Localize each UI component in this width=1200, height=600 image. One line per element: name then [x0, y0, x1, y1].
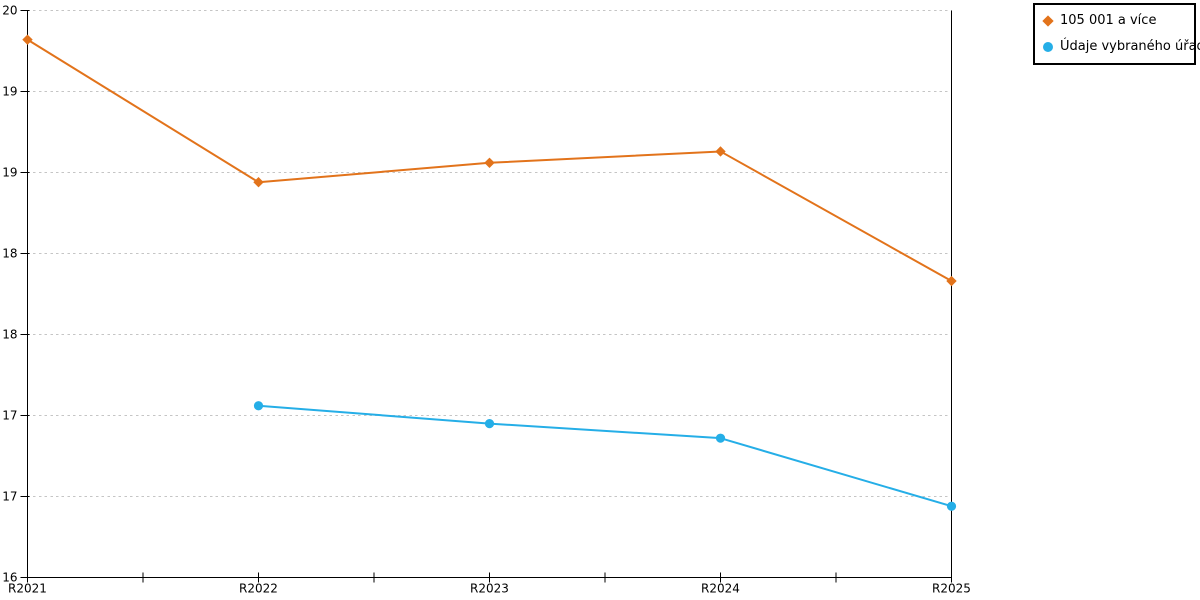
x-axis-tick-label: R2023	[470, 582, 509, 596]
legend-label: 105 001 a více	[1060, 13, 1157, 28]
y-axis-tick-label: 19	[2, 166, 17, 180]
x-axis-tick-label: R2024	[701, 582, 740, 596]
data-point-marker[interactable]	[946, 275, 957, 287]
y-axis-tick-label: 16	[2, 571, 17, 585]
data-point-marker[interactable]	[946, 501, 957, 511]
legend-item-105001-a-vice[interactable]: 105 001 a více	[1042, 12, 1186, 29]
data-point-marker[interactable]	[715, 433, 726, 443]
data-point-marker[interactable]	[22, 34, 33, 45]
data-point-marker[interactable]	[253, 177, 264, 188]
y-axis-tick-label: 17	[2, 409, 17, 423]
series-line-1	[258, 404, 952, 508]
y-axis-tick-label: 18	[2, 247, 17, 261]
y-axis-tick-label: 20	[2, 4, 17, 18]
circle-marker-icon	[1043, 41, 1053, 52]
data-point-marker[interactable]	[715, 146, 726, 157]
x-axis-tick-label: R2022	[239, 582, 278, 596]
data-point-marker[interactable]	[253, 401, 264, 411]
x-axis-tick-label: R2025	[932, 582, 971, 596]
diamond-marker-icon	[1042, 14, 1054, 27]
data-point-marker[interactable]	[484, 419, 495, 429]
y-axis-tick-label: 19	[2, 85, 17, 99]
x-axis-tick-label: R2021	[8, 582, 47, 596]
legend-label: Údaje vybraného úřadu	[1060, 39, 1200, 54]
y-axis-tick-label: 17	[2, 490, 17, 504]
data-point-marker[interactable]	[484, 157, 495, 168]
chart-legend: 105 001 a více Údaje vybraného úřadu	[1033, 3, 1200, 65]
y-axis-tick-label: 18	[2, 328, 17, 342]
legend-item-udaje-vybraneho-uradu[interactable]: Údaje vybraného úřadu	[1043, 38, 1200, 55]
